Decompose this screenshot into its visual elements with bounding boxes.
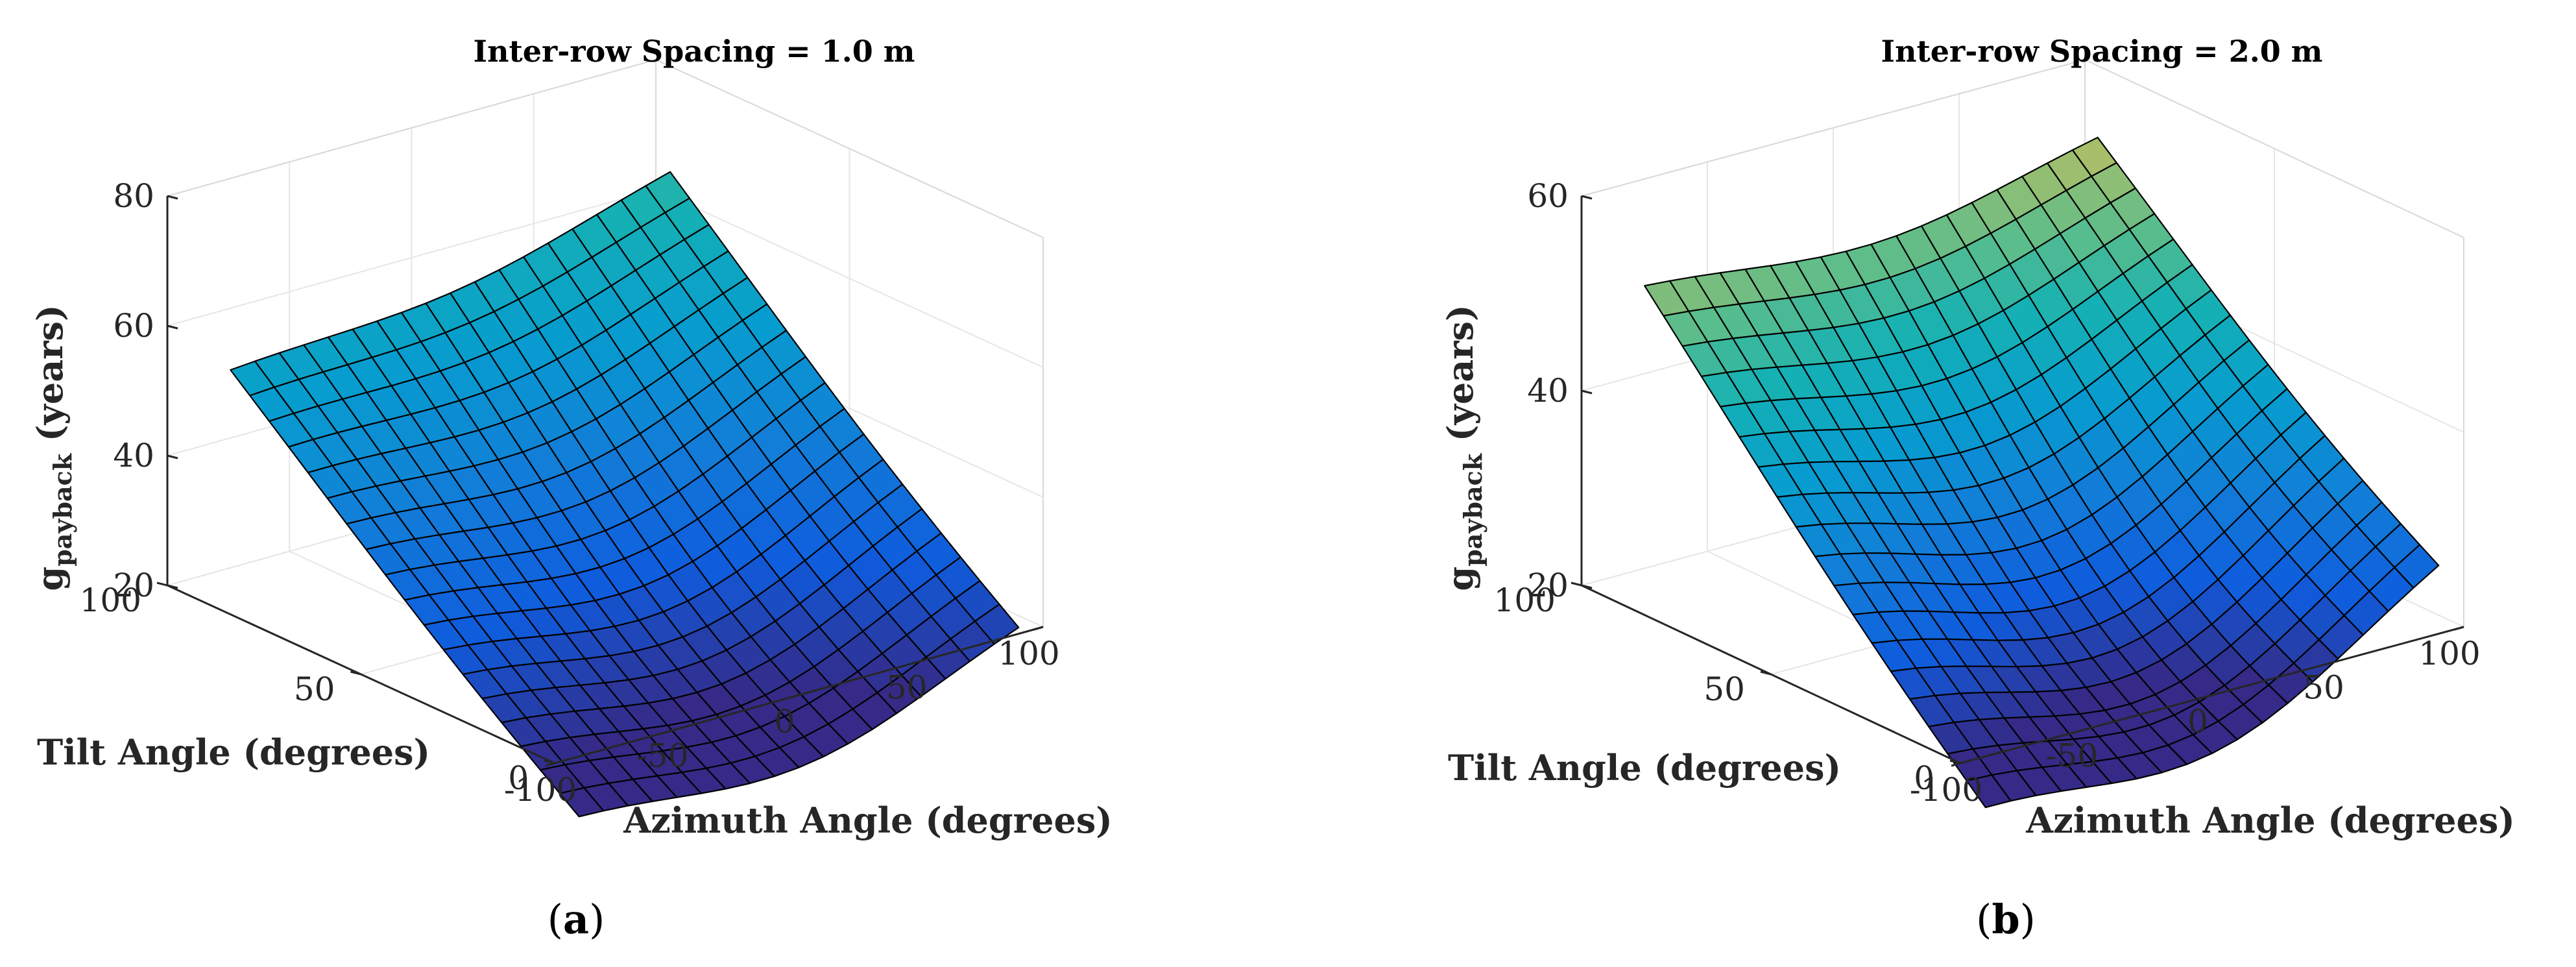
z-tick-label: 20 xyxy=(113,567,154,604)
y-tick-label: 0 xyxy=(1914,759,1934,797)
y-axis-label-a: Tilt Angle (degrees) xyxy=(37,731,430,773)
x-tick-label: 0 xyxy=(775,703,795,741)
z-axis-label-tail-a: (years) xyxy=(29,304,71,441)
x-axis-label-a: Azimuth Angle (degrees) xyxy=(623,800,1113,841)
panel-label-a: (a) xyxy=(548,896,605,943)
z-tick-label: 20 xyxy=(1527,567,1569,604)
x-tick-label: -50 xyxy=(2046,737,2099,775)
surface-a xyxy=(230,171,1020,818)
x-tick-label: -50 xyxy=(636,737,689,775)
z-tick-label: 40 xyxy=(1527,372,1569,410)
z-axis-label-main-b: g xyxy=(1439,567,1481,591)
x-tick-label: 100 xyxy=(998,635,1059,672)
x-tick-label: 0 xyxy=(2187,703,2208,741)
z-tick-label: 80 xyxy=(113,177,154,215)
x-tick-label: -100 xyxy=(504,771,577,809)
z-tick-label: 60 xyxy=(113,307,154,345)
y-tick-label: 100 xyxy=(80,581,141,619)
y-tick-label: 50 xyxy=(294,670,335,708)
z-tick-label: 40 xyxy=(113,437,154,474)
z-axis-label-sub-a: payback xyxy=(48,453,77,567)
panel-label-b: (b) xyxy=(1976,896,2036,943)
z-axis-label-a: gpayback (years) xyxy=(29,304,77,591)
x-axis-label-b: Azimuth Angle (degrees) xyxy=(2025,800,2515,841)
y-tick-label: 100 xyxy=(1494,581,1556,619)
surface-patch xyxy=(559,787,605,818)
x-tick-label: -100 xyxy=(1910,771,1982,809)
z-axis-label-sub-b: payback xyxy=(1458,453,1487,567)
x-tick-label: 100 xyxy=(2418,635,2480,672)
x-tick-label: 50 xyxy=(886,669,928,707)
x-tick-label: 50 xyxy=(2303,669,2344,707)
surface-b xyxy=(1644,136,2440,809)
z-axis-label-tail-b: (years) xyxy=(1439,304,1481,441)
z-axis-label-main-a: g xyxy=(29,567,71,591)
z-tick-label: 60 xyxy=(1527,177,1569,215)
chart-title-b: Inter-row Spacing = 2.0 m xyxy=(1881,34,2323,69)
y-tick-label: 50 xyxy=(1703,670,1745,708)
z-axis-label-b: gpayback (years) xyxy=(1439,304,1487,591)
y-tick-label: 0 xyxy=(508,759,529,797)
surface-patch xyxy=(1966,774,2012,809)
y-axis-label-b: Tilt Angle (degrees) xyxy=(1448,747,1841,789)
chart-title-a: Inter-row Spacing = 1.0 m xyxy=(474,34,915,69)
